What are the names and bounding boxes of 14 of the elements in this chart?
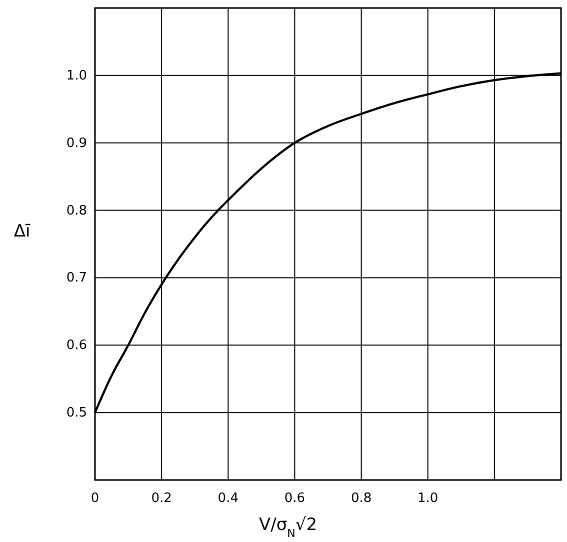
x-axis-title: V/σ$_{N}$√2 <box>258 515 318 540</box>
y-tick-label: 1.0 <box>66 68 87 84</box>
x-tick-label: 0.2 <box>151 491 172 506</box>
y-tick-label: 0.8 <box>66 203 87 218</box>
x-tick-label: 0.8 <box>350 491 372 506</box>
y-tick-label: 0.6 <box>66 338 87 354</box>
y-axis-title: Δī <box>14 222 30 242</box>
x-tick-label: 0.6 <box>284 491 306 506</box>
x-tick-label: 0 <box>90 491 100 506</box>
y-tick-label: 0.5 <box>66 406 87 421</box>
x-tick-label: 0.4 <box>218 491 238 506</box>
y-tick-label: 0.7 <box>66 270 87 286</box>
x-tick-label: 1.0 <box>418 491 438 506</box>
y-tick-label: 0.9 <box>66 136 87 151</box>
